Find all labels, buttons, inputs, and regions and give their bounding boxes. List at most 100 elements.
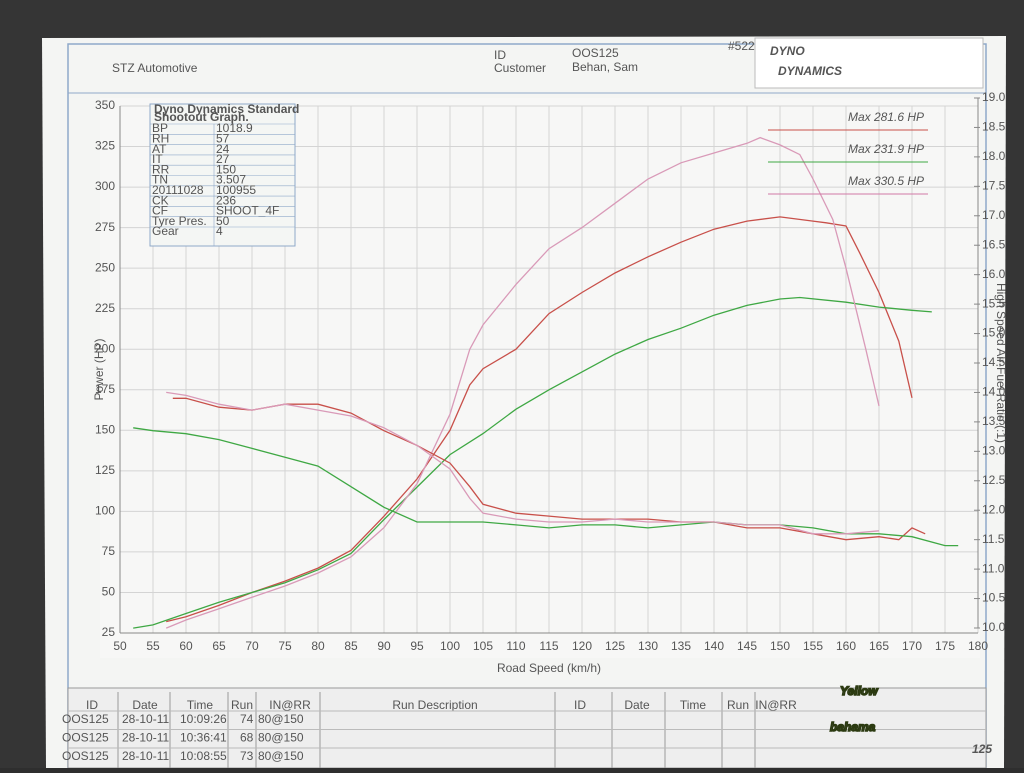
info-cell: SHOOT_4F: [216, 204, 279, 218]
info-cell: RH: [152, 131, 169, 145]
y2-tick-label: 11.0: [982, 561, 1005, 575]
run-cell: OOS125: [62, 749, 109, 763]
series-line: [166, 216, 913, 623]
watermark-badge: 125: [972, 742, 992, 756]
x-tick-label: 150: [770, 639, 790, 653]
info-cell: BP: [152, 121, 168, 135]
y2-tick-label: 10.5: [982, 591, 1006, 605]
id-value: OOS125: [572, 46, 619, 60]
series-line: [166, 391, 880, 535]
x-tick-label: 95: [410, 639, 424, 653]
info-cell: 150: [216, 162, 236, 176]
y2-tick-label: 18.5: [982, 120, 1006, 134]
info-cell: CK: [152, 193, 169, 207]
logo-top: DYNO: [770, 44, 805, 58]
run-cell: 80@150: [258, 731, 304, 745]
x-tick-label: 135: [671, 639, 691, 653]
y2-tick-label: 16.0: [982, 267, 1006, 281]
run-cell: 73: [240, 749, 254, 763]
x-axis-label: Road Speed (km/h): [497, 661, 601, 675]
info-cell: 236: [216, 193, 236, 207]
series-line: [165, 136, 880, 629]
y2-tick-label: 14.0: [982, 385, 1006, 399]
x-tick-label: 175: [935, 639, 955, 653]
info-cell: Tyre Pres.: [152, 214, 207, 228]
run-cell: 28-10-11: [122, 749, 169, 763]
x-tick-label: 160: [836, 639, 856, 653]
info-cell: 100955: [216, 183, 256, 197]
run-cell: 28-10-11: [122, 731, 169, 745]
y2-tick-label: 11.5: [982, 532, 1005, 546]
y-tick-label: 300: [95, 179, 115, 193]
logo-bottom: DYNAMICS: [778, 64, 842, 78]
x-tick-label: 165: [869, 639, 889, 653]
logo-box: [754, 37, 984, 89]
customer-value: Behan, Sam: [572, 60, 638, 74]
series-line: [133, 427, 959, 547]
run-header: IN@RR: [755, 698, 797, 712]
info-cell: CF: [152, 204, 168, 218]
y-tick-label: 50: [102, 585, 116, 599]
x-tick-label: 70: [245, 639, 259, 653]
run-cell: 10:09:26: [180, 712, 227, 726]
run-header: Run: [727, 698, 749, 712]
x-tick-label: 120: [572, 639, 592, 653]
info-cell: RR: [152, 162, 170, 176]
run-cell: 10:08:55: [180, 749, 227, 763]
run-header: Time: [680, 698, 707, 712]
info-cell: Gear: [152, 224, 179, 238]
watermark-line1: Yellow: [840, 684, 878, 698]
run-cell: 68: [240, 731, 254, 745]
run-cell: 10:36:41: [180, 731, 227, 745]
info-cell: 27: [216, 152, 230, 166]
x-tick-label: 170: [902, 639, 922, 653]
run-cell: 80@150: [258, 712, 304, 726]
x-tick-label: 80: [311, 639, 325, 653]
y-tick-label: 150: [95, 422, 115, 436]
customer-label: Customer: [494, 61, 546, 75]
info-cell: 4: [216, 224, 223, 238]
info-title: Dyno Dynamics Standard: [154, 102, 299, 116]
y2-tick-label: 13.0: [982, 444, 1006, 458]
info-cell: IT: [152, 152, 163, 166]
run-cell: OOS125: [62, 712, 109, 726]
run-cell: 74: [240, 712, 254, 726]
x-tick-label: 55: [146, 639, 160, 653]
y-tick-label: 125: [95, 463, 115, 477]
info-cell: 1018.9: [216, 121, 253, 135]
y-tick-label: 100: [95, 504, 115, 518]
y-tick-label: 25: [102, 625, 116, 639]
x-tick-label: 60: [179, 639, 193, 653]
info-cell: 20111028: [152, 183, 204, 197]
y2-tick-label: 12.0: [982, 502, 1006, 516]
y2-tick-label: 15.5: [982, 296, 1006, 310]
y-tick-label: 75: [102, 544, 116, 558]
max-annotation: Max 231.9 HP: [848, 142, 924, 156]
run-header: Run: [231, 698, 253, 712]
title: STZ Automotive: [112, 61, 198, 75]
x-tick-label: 100: [440, 639, 460, 653]
x-tick-label: 75: [278, 639, 292, 653]
run-header: ID: [86, 698, 98, 712]
x-tick-label: 155: [803, 639, 823, 653]
y-tick-label: 175: [95, 382, 115, 396]
x-tick-label: 140: [704, 639, 724, 653]
y2-tick-label: 12.5: [982, 473, 1006, 487]
info-table-box: [149, 103, 296, 247]
x-tick-label: 105: [473, 639, 493, 653]
info-cell: 24: [216, 142, 230, 156]
run-cell: 28-10-11: [122, 712, 169, 726]
run-header: IN@RR: [269, 698, 311, 712]
y2-tick-label: 19.0: [982, 90, 1006, 104]
info-cell: AT: [152, 142, 167, 156]
y2-tick-label: 14.5: [982, 355, 1006, 369]
info-cell: TN: [152, 173, 168, 187]
max-annotation: Max 330.5 HP: [848, 174, 924, 188]
x-tick-label: 115: [539, 639, 558, 653]
y2-tick-label: 15.0: [982, 326, 1006, 340]
run-header: Date: [624, 698, 650, 712]
run-header: Date: [132, 698, 158, 712]
x-tick-label: 130: [638, 639, 658, 653]
y-tick-label: 225: [95, 301, 115, 315]
